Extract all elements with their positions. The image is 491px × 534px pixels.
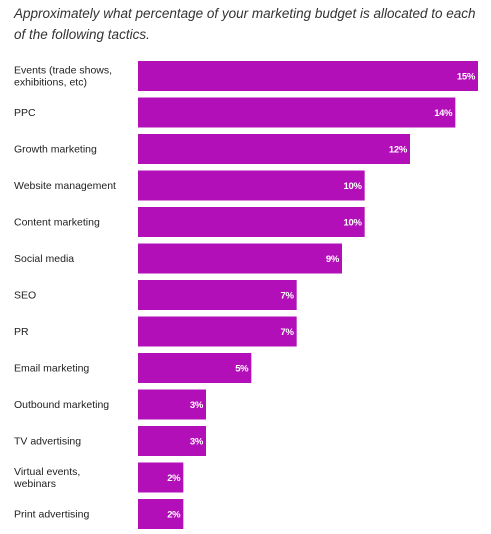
bar-1 bbox=[138, 97, 456, 128]
value-label-0: 15% bbox=[457, 72, 476, 83]
value-label-3: 10% bbox=[344, 181, 363, 192]
value-label-8: 5% bbox=[235, 364, 249, 375]
bar-2 bbox=[138, 134, 410, 164]
category-label-2: Growth marketing bbox=[14, 144, 97, 156]
category-label-10: TV advertising bbox=[14, 436, 81, 448]
bar-5 bbox=[138, 243, 342, 274]
category-label-0: Events (trade shows, exhibitions, etc) bbox=[14, 65, 112, 89]
chart-title: Approximately what percentage of your ma… bbox=[14, 6, 476, 42]
bar-0 bbox=[138, 61, 478, 91]
category-label-12: Print advertising bbox=[14, 509, 89, 521]
value-label-11: 2% bbox=[167, 473, 181, 484]
bar-3 bbox=[138, 170, 365, 201]
category-label-9: Outbound marketing bbox=[14, 399, 109, 411]
value-label-4: 10% bbox=[344, 218, 363, 229]
value-label-7: 7% bbox=[281, 327, 295, 338]
category-label-6: SEO bbox=[14, 290, 36, 302]
bar-11 bbox=[138, 462, 184, 493]
category-label-11: Virtual events, webinars bbox=[13, 466, 80, 490]
bar-7 bbox=[138, 316, 297, 347]
category-label-7: PR bbox=[14, 326, 29, 338]
value-label-1: 14% bbox=[434, 108, 453, 119]
value-label-5: 9% bbox=[326, 254, 340, 265]
category-label-4: Content marketing bbox=[14, 217, 100, 229]
bar-10 bbox=[138, 426, 206, 456]
bar-8 bbox=[138, 353, 252, 383]
bar-12 bbox=[138, 499, 184, 529]
category-label-8: Email marketing bbox=[14, 363, 89, 375]
category-label-5: Social media bbox=[14, 253, 74, 265]
value-label-6: 7% bbox=[281, 291, 295, 302]
value-label-2: 12% bbox=[389, 145, 408, 156]
value-label-12: 2% bbox=[167, 510, 181, 521]
bar-4 bbox=[138, 207, 365, 237]
category-label-3: Website management bbox=[14, 180, 116, 192]
value-label-9: 3% bbox=[190, 400, 204, 411]
category-label-1: PPC bbox=[14, 107, 36, 119]
bar-6 bbox=[138, 280, 297, 310]
value-label-10: 3% bbox=[190, 437, 204, 448]
bar-9 bbox=[138, 389, 206, 420]
